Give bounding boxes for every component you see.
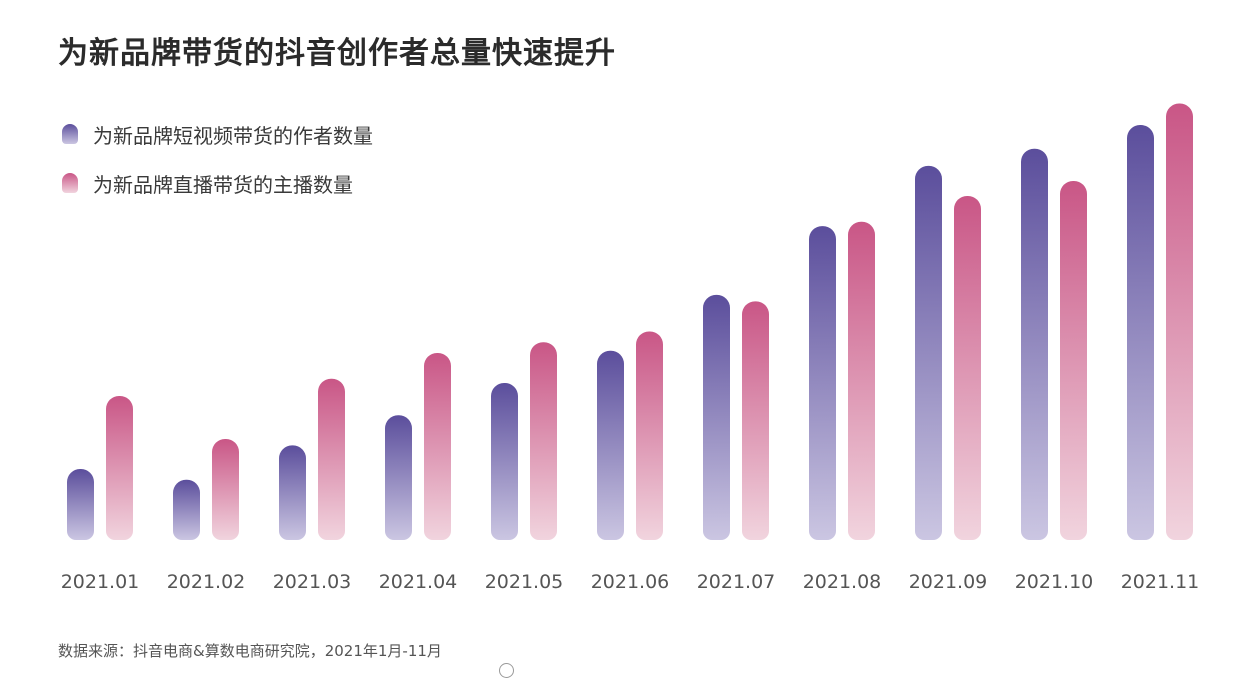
bar-series-1-2021.11 [1127,125,1154,541]
x-tick-label: 2021.05 [485,571,564,593]
legend-swatch-series-1 [62,124,78,144]
legend-item-series-2: 为新品牌直播带货的主播数量 [62,167,373,199]
bar-series-2-2021.09 [954,196,981,540]
legend-label-series-1: 为新品牌短视频带货的作者数量 [93,123,373,148]
bar-series-1-2021.10 [1021,148,1048,540]
bar-series-2-2021.10 [1060,180,1087,540]
x-axis-tick-labels: 2021.01 2021.02 2021.03 2021.04 2021.05 2021.… [61,571,1200,593]
x-tick-label: 2021.03 [273,571,352,593]
bar-series-1-2021.08 [809,226,836,540]
bar-series-2-2021.05 [530,342,557,540]
bar-series-1-2021.02 [173,479,200,540]
x-tick-label: 2021.10 [1015,571,1094,593]
x-tick-label: 2021.11 [1121,571,1200,593]
bar-series-2-2021.08 [848,221,875,541]
bar-series-1-2021.07 [703,294,730,540]
legend-item-series-1: 为新品牌短视频带货的作者数量 [62,118,373,150]
x-tick-label: 2021.07 [697,571,776,593]
chart-legend: 为新品牌短视频带货的作者数量 为新品牌直播带货的主播数量 [62,118,373,216]
bar-series-2-2021.03 [318,378,345,540]
bars-group [67,103,1193,541]
x-tick-label: 2021.08 [803,571,882,593]
legend-label-series-2: 为新品牌直播带货的主播数量 [93,172,353,197]
legend-swatch-series-2 [62,173,78,193]
x-tick-label: 2021.01 [61,571,140,593]
decorative-circle [499,663,514,678]
x-tick-label: 2021.04 [379,571,458,593]
bar-series-2-2021.11 [1166,103,1193,541]
bar-series-1-2021.01 [67,469,94,540]
source-note: 数据来源：抖音电商&算数电商研究院，2021年1月-11月 [58,642,442,660]
x-tick-label: 2021.06 [591,571,670,593]
bar-series-2-2021.04 [424,352,451,540]
bar-series-2-2021.07 [742,301,769,540]
bar-series-2-2021.01 [106,395,133,540]
bar-series-1-2021.06 [597,350,624,540]
bar-series-1-2021.03 [279,445,306,540]
bar-series-1-2021.04 [385,415,412,540]
bar-series-2-2021.02 [212,438,239,540]
bar-series-2-2021.06 [636,331,663,540]
chart-title: 为新品牌带货的抖音创作者总量快速提升 [58,36,616,71]
bar-series-1-2021.05 [491,383,518,540]
x-tick-label: 2021.09 [909,571,988,593]
bar-series-1-2021.09 [915,165,942,540]
x-tick-label: 2021.02 [167,571,246,593]
